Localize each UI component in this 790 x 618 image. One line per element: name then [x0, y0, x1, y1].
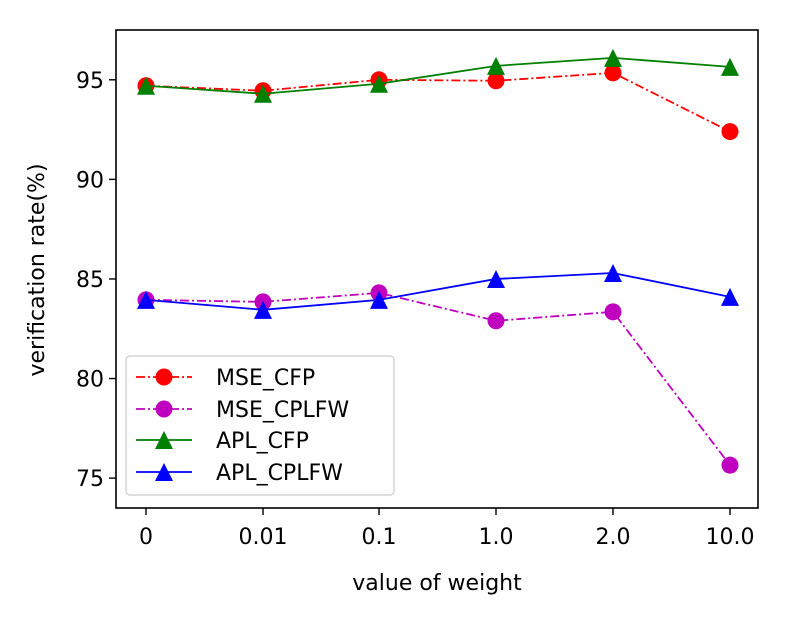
series-line-mse-cplfw [145, 291, 731, 466]
legend-marker-apl-cfp [155, 431, 173, 449]
y-tick-label-85: 85 [76, 268, 104, 293]
legend-marker-apl-cplfw [155, 463, 173, 481]
series-line-mse-cfp [145, 71, 731, 133]
point-apl-cfp-0 [137, 76, 155, 95]
point-mse-cplfw-4 [604, 303, 622, 321]
point-apl-cfp-5 [721, 57, 739, 76]
y-tick-label-95: 95 [76, 69, 104, 94]
point-apl-cfp-1 [254, 84, 272, 103]
series-line-apl-cplfw [145, 272, 731, 311]
legend-box [125, 355, 395, 496]
y-tick-label-80: 80 [76, 368, 104, 393]
axes-layer: 75 80 85 90 95 0 0.01 0.1 1.0 2.0 10.0 [76, 29, 759, 550]
legend-marker-mse-cfp [155, 368, 173, 386]
series-line-apl-cfp [145, 56, 731, 95]
point-apl-cplfw-1 [254, 300, 272, 319]
plot-frame [115, 29, 759, 509]
point-apl-cplfw-0 [137, 290, 155, 309]
point-mse-cplfw-3 [487, 312, 505, 330]
point-mse-cfp-3 [487, 72, 505, 90]
x-tick-label-5: 10.0 [706, 525, 755, 550]
point-apl-cfp-4 [604, 48, 622, 67]
point-apl-cplfw-5 [721, 287, 739, 306]
legend-label-mse-cplfw: MSE_CPLFW [216, 398, 349, 423]
x-axis-label: value of weight [352, 571, 522, 596]
legend: MSE_CFP MSE_CPLFW APL_CFP APL_CPLFW [125, 355, 395, 496]
point-apl-cfp-2 [370, 74, 388, 93]
point-apl-cplfw-4 [604, 263, 622, 282]
point-mse-cfp-4 [604, 64, 622, 82]
x-tick-label-4: 2.0 [596, 525, 631, 550]
point-mse-cplfw-5 [721, 456, 739, 474]
y-tick-label-90: 90 [76, 168, 104, 193]
x-tick-label-3: 1.0 [479, 525, 514, 550]
legend-label-apl-cfp: APL_CFP [216, 429, 309, 454]
y-tick-label-75: 75 [76, 467, 104, 492]
series-layer [137, 48, 739, 474]
x-tick-label-0: 0 [139, 525, 153, 550]
y-axis-label: verification rate(%) [25, 163, 50, 376]
x-tick-label-1: 0.01 [239, 525, 288, 550]
point-apl-cplfw-2 [370, 290, 388, 309]
point-mse-cfp-5 [721, 123, 739, 141]
legend-label-mse-cfp: MSE_CFP [216, 366, 315, 391]
point-apl-cfp-3 [487, 56, 505, 75]
legend-label-apl-cplfw: APL_CPLFW [216, 461, 343, 486]
legend-marker-mse-cplfw [155, 400, 173, 418]
point-apl-cplfw-3 [487, 269, 505, 288]
x-tick-label-2: 0.1 [362, 525, 397, 550]
